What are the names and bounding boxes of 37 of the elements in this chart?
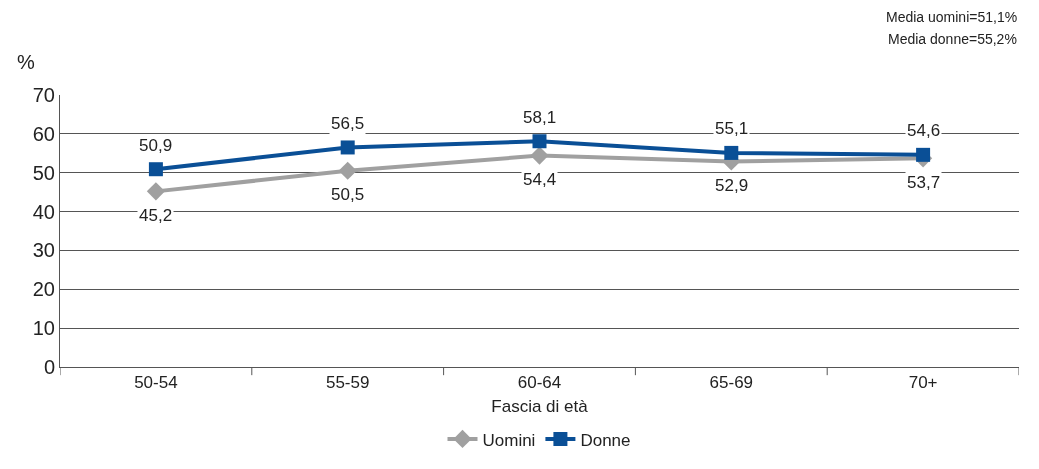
point	[338, 161, 357, 180]
x-tick-label: 70+	[908, 373, 938, 393]
data-label: 50,5	[331, 185, 365, 204]
legend-label: Donne	[580, 430, 631, 450]
legend-label: Uomini	[482, 430, 536, 450]
data-label: 45,2	[139, 206, 173, 225]
data-label: 52,9	[715, 176, 749, 195]
x-axis-title: Fascia di età	[491, 396, 589, 416]
y-axis-title: %	[17, 51, 35, 73]
y-tick-label: 60	[32, 122, 55, 145]
data-label: 55,1	[715, 119, 749, 138]
data-label: 54,6	[907, 121, 941, 140]
x-tick-label: 50-54	[134, 373, 178, 393]
point	[724, 145, 739, 160]
y-tick-label: 40	[32, 200, 55, 223]
data-label: 53,7	[907, 173, 941, 192]
y-tick-label: 20	[32, 278, 55, 301]
y-tick-label: 70	[32, 84, 55, 106]
x-tick-label: 60-64	[517, 373, 562, 393]
data-label: 58,1	[523, 108, 557, 127]
point	[340, 140, 355, 155]
y-tick-label: 0	[43, 356, 55, 378]
data-label: 50,9	[139, 136, 173, 155]
data-label: 54,4	[523, 170, 557, 189]
x-tick-label: 55-59	[325, 373, 370, 393]
point	[146, 182, 165, 201]
y-tick-label: 10	[32, 317, 55, 340]
x-tick-label: 65-69	[709, 373, 754, 393]
point	[916, 147, 931, 162]
text: Media donne=55,2%	[888, 31, 1017, 47]
data-label: 56,5	[331, 114, 365, 133]
point	[532, 134, 547, 149]
point	[148, 162, 163, 177]
point	[530, 146, 549, 165]
y-tick-label: 50	[32, 161, 55, 184]
text: Media uomini=51,1%	[886, 9, 1018, 25]
y-tick-label: 30	[32, 239, 55, 262]
